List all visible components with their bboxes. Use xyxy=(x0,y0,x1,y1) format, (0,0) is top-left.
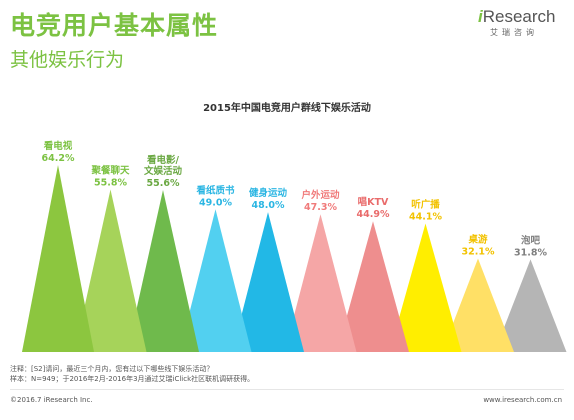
value-label: 55.8% xyxy=(94,177,127,188)
chart-bar xyxy=(284,214,357,352)
note-question: 注释：[S2]请问，最近三个月内，您有过以下哪些线下娱乐活动？ xyxy=(10,365,214,373)
value-label: 55.6% xyxy=(147,178,180,189)
page-subtitle: 其他娱乐行为 xyxy=(10,49,125,71)
category-label: 看电视 xyxy=(44,140,73,152)
page-title: 电竞用户基本属性 xyxy=(10,11,219,40)
chart-bar xyxy=(232,212,304,352)
value-label: 44.9% xyxy=(357,209,390,220)
category-label: 看电影/ xyxy=(147,154,180,166)
chart-bar xyxy=(442,258,514,352)
chart-bar xyxy=(74,189,147,352)
chart-bar xyxy=(389,223,462,352)
note-sample: 样本：N=949；于2016年2月-2016年3月通过艾瑞iClick社区联机调… xyxy=(10,375,255,383)
chart-bar xyxy=(22,165,94,352)
value-label: 64.2% xyxy=(42,153,75,164)
logo-wordmark: iResearch xyxy=(478,7,556,26)
value-label: 48.0% xyxy=(252,200,285,211)
value-label: 31.8% xyxy=(514,247,547,258)
value-label: 49.0% xyxy=(199,197,232,208)
chart-bar xyxy=(494,259,567,352)
category-label: 听广播 xyxy=(411,199,440,211)
iresearch-logo: iResearch 艾瑞咨询 xyxy=(478,7,562,37)
value-label: 44.1% xyxy=(409,212,442,223)
value-label: 47.3% xyxy=(304,202,337,213)
category-label: 泡吧 xyxy=(521,234,541,246)
logo-subtext: 艾瑞咨询 xyxy=(490,28,538,37)
category-label: 文娱活动 xyxy=(143,165,183,177)
value-label: 32.1% xyxy=(462,247,495,258)
footer-divider xyxy=(10,389,564,390)
chart-bar xyxy=(337,221,409,352)
footer-website: www.iresearch.com.cn xyxy=(483,396,562,404)
category-label: 户外运动 xyxy=(300,189,340,201)
category-label: 聚餐聊天 xyxy=(90,164,130,176)
chart-bar xyxy=(179,209,252,352)
category-label: 唱KTV xyxy=(358,197,389,208)
category-label: 健身运动 xyxy=(249,187,288,199)
footer-copyright: ©2016.7 iResearch Inc. xyxy=(10,396,93,404)
chart-title: 2015年中国电竞用户群线下娱乐活动 xyxy=(203,103,371,114)
category-label: 看纸质书 xyxy=(196,184,235,196)
chart-bar xyxy=(127,190,199,352)
category-label: 桌游 xyxy=(467,234,488,246)
